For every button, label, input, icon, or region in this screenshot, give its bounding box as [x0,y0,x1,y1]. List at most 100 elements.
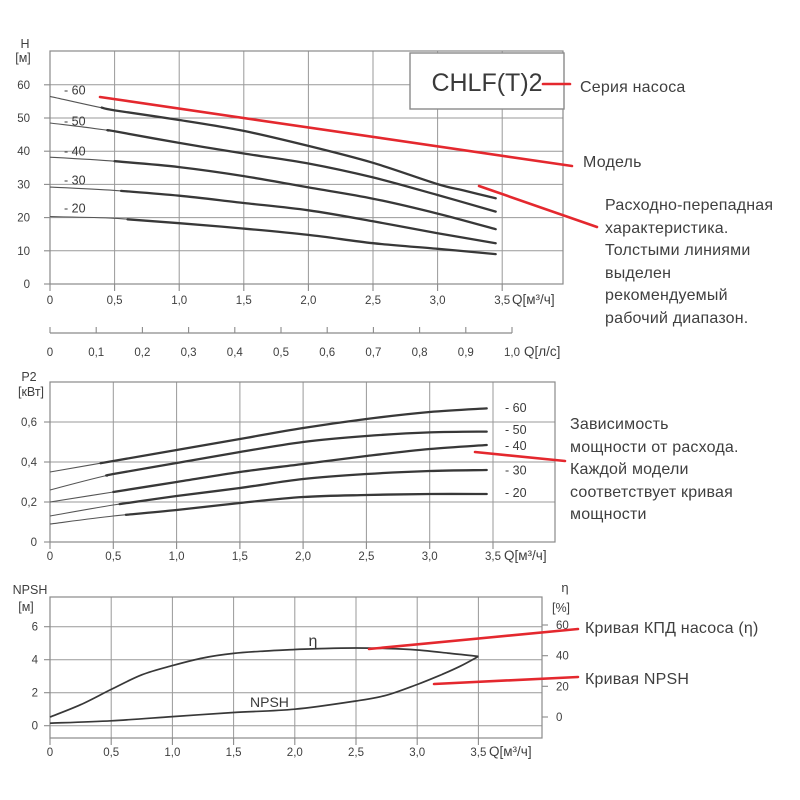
x-tick-label: 0,5 [103,747,119,759]
series-box [409,52,565,110]
secondary-tick-label: 0,2 [134,347,150,359]
x-axis-unit-label: Q[м³/ч] [489,744,532,759]
annotation-leader-line [367,627,580,651]
secondary-tick-label: 1,0 [504,347,520,359]
x-tick-label: 2,5 [365,295,381,307]
y-tick-label: 40 [17,146,30,158]
plot-border [49,50,564,285]
power-annotation-line: мощности от расхода. [570,438,739,456]
curve--50 [49,430,488,491]
curve--60 [49,95,497,200]
annotation-leader-line [98,95,574,168]
tick-marks [44,421,494,549]
curve-label: - 40 [505,439,527,453]
curve-label: - 20 [505,486,527,500]
power-annotation-line: Каждой модели [570,461,689,478]
y-tick-label: 0 [24,279,30,291]
curve-η [49,647,479,718]
flow-annotation-line: выделен [605,264,672,282]
grid [50,382,555,542]
x-tick-label: 2,5 [348,747,364,759]
secondary-tick-label: 0,8 [412,347,428,359]
secondary-tick-label: 0 [47,347,53,359]
curve--20 [49,216,497,256]
y-tick-label: 50 [17,113,30,125]
secondary-tick-label: 0,1 [88,347,104,359]
tick-marks [44,624,548,745]
x-tick-label: 3,0 [409,747,425,759]
curve--50 [49,122,497,213]
right-axis-unit-label: [%] [552,601,570,615]
y-tick-label: 0,6 [21,417,37,429]
x-tick-label: 0 [47,295,53,307]
secondary-tick-label: 0,3 [181,347,197,359]
y-tick-label: 4 [32,655,39,667]
power-annotation-line: соответствует кривая [570,483,733,501]
y-tick-label: 6 [32,622,38,634]
curve--40 [49,156,497,231]
y-tick-label: 2 [32,688,38,700]
y2-tick-label: 20 [556,681,569,693]
x-tick-label: 0 [47,551,53,563]
curve-label: - 50 [505,423,527,437]
annotation-lines [98,82,599,686]
secondary-tick-label: 0,5 [273,347,289,359]
flow-annotation-line: Расходно-перепадная [605,197,774,214]
curve-label: - 30 [64,174,86,188]
x-axis-unit-label: Q[м³/ч] [512,292,555,307]
secondary-tick-label: 0,7 [365,347,381,359]
y-axis-label: P2 [21,370,36,384]
inline-curve-label: NPSH [250,694,289,710]
secondary-axis: 0 0,1 0,2 0,3 0,4 0,5 0,6 0,7 0,8 0,9 1,0 Q[л/с] [47,327,560,359]
x-tick-label: 1,0 [164,747,180,759]
x-tick-label: 1,0 [169,551,185,563]
x-tick-label: 3,5 [494,295,510,307]
power-annotation: Зависимость мощности от расхода. Каждой … [570,414,739,527]
curve-NPSH [49,655,479,725]
annotation-leader-line [477,184,599,229]
y-axis-label: NPSH [13,583,48,597]
curve--60 [49,407,488,473]
model-annotation: Модель [583,154,642,171]
x-tick-label: 1,5 [236,295,252,307]
y-tick-label: 0,2 [21,497,37,509]
x-tick-label: 2,0 [287,747,303,759]
flow-annotation: Расходно-перепадная характеристика. Толс… [605,195,773,330]
x-tick-label: 2,0 [300,295,316,307]
x-tick-label: 1,5 [226,747,242,759]
y2-tick-label: 40 [556,651,569,663]
x-axis-unit-label: Q[м³/ч] [504,548,547,563]
flow-annotation-line: рекомендуемый [605,287,728,304]
secondary-tick-label: 0,9 [458,347,474,359]
y2-tick-label: 0 [556,712,562,724]
y-tick-label: 0,4 [21,457,38,469]
x-tick-label: 2,0 [295,551,311,563]
npsh-annotation: Кривая NPSH [585,671,690,688]
curve--20 [49,492,488,525]
y-tick-label: 20 [17,213,30,225]
secondary-axis-unit-label: Q[л/с] [524,344,560,359]
efficiency-annotation: Кривая КПД насоса (η) [585,620,759,637]
y-tick-label: 0 [32,721,38,733]
annotation-leader-line [432,675,580,686]
secondary-tick-label: 0,6 [319,347,335,359]
series-box-title: CHLF(T)2 [431,69,542,97]
curve-label: - 30 [505,464,527,478]
curve-label: - 50 [64,115,86,129]
grid [50,597,542,738]
curve-label: - 60 [64,84,86,98]
curve--30 [49,186,497,245]
x-tick-label: 3,5 [470,747,486,759]
curve--40 [49,443,488,503]
x-tick-label: 3,0 [430,295,446,307]
x-tick-label: 1,0 [171,295,187,307]
secondary-tick-label: 0,4 [227,347,244,359]
plot-border [49,596,543,739]
npsh-eff-chart: 0 0,5 1,0 1,5 2,0 2,5 3,0 3,502460204060Q[м³/ч]… [13,580,570,759]
power-annotation-line: мощности [570,506,647,523]
right-axis-label: η [561,580,568,595]
y-tick-label: 60 [17,80,30,92]
y-axis-label: H [20,37,29,51]
